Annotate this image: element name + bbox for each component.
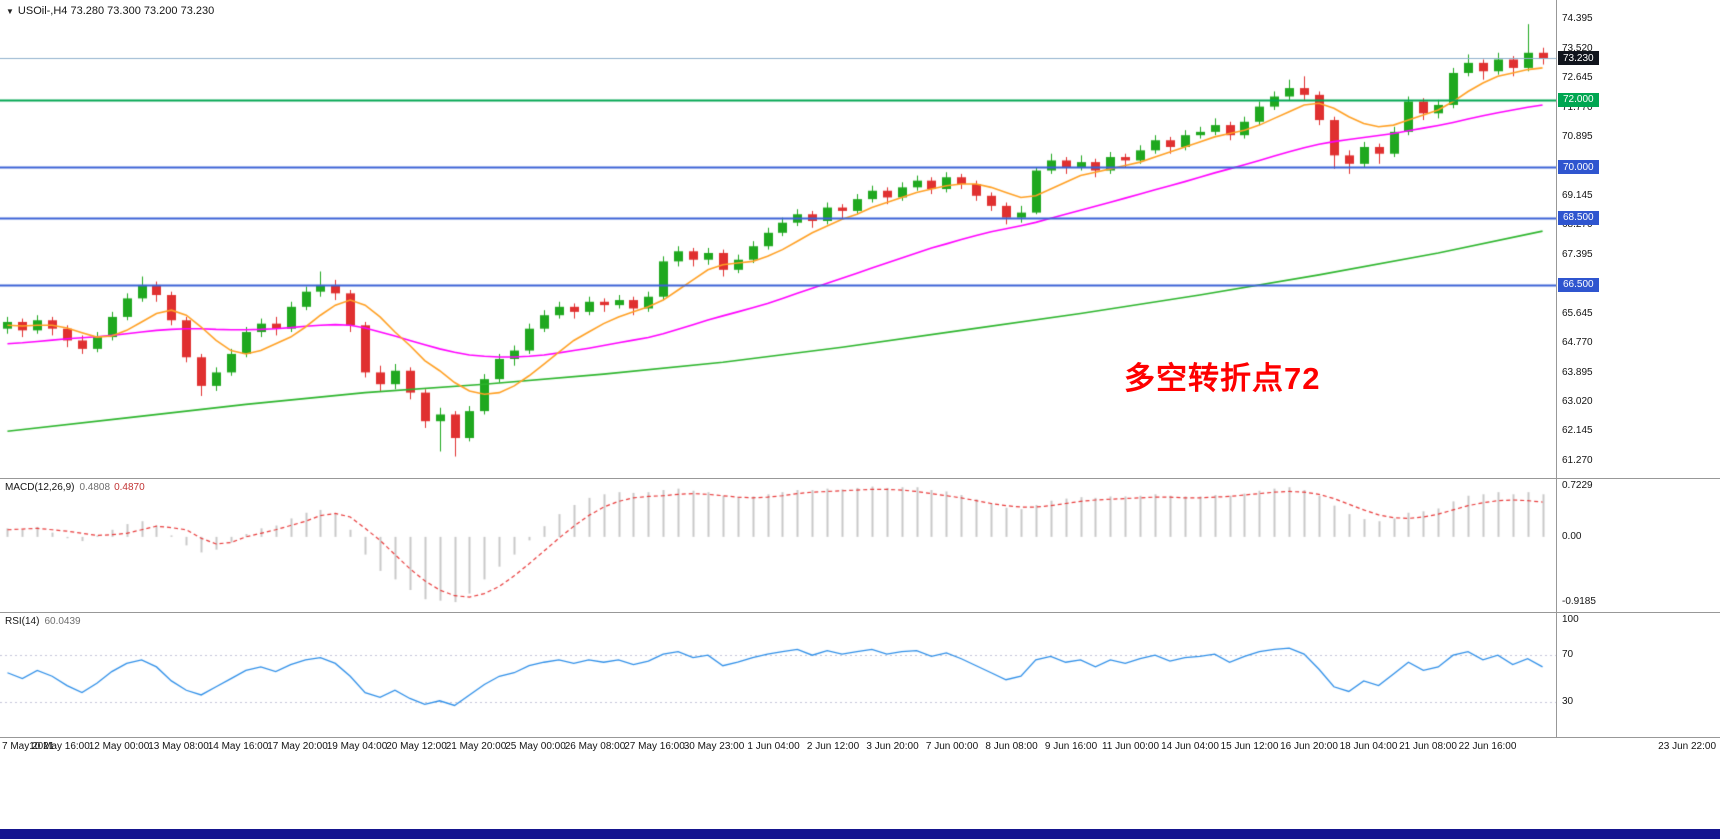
price-axis-label: 63.895 bbox=[1562, 366, 1593, 378]
rsi-value: 60.0439 bbox=[44, 616, 81, 627]
time-axis-label: 2 Jun 12:00 bbox=[806, 741, 860, 752]
price-axis-label: 63.020 bbox=[1562, 396, 1593, 408]
panel-separator bbox=[0, 737, 1720, 738]
time-axis-label: 27 May 16:00 bbox=[624, 741, 685, 752]
time-axis-label: 7 Jun 00:00 bbox=[925, 741, 979, 752]
time-axis-label: 14 Jun 04:00 bbox=[1161, 741, 1219, 752]
time-axis-label: 1 Jun 04:00 bbox=[747, 741, 800, 752]
time-axis-label: 11 Jun 00:00 bbox=[1101, 741, 1160, 752]
price-tag: 72.000 bbox=[1558, 92, 1599, 107]
time-axis-label: 17 May 20:00 bbox=[267, 741, 328, 752]
time-axis-label: 12 May 00:00 bbox=[88, 741, 150, 752]
price-axis-label: 72.645 bbox=[1562, 72, 1593, 84]
price-axis-label: 73.520 bbox=[1562, 42, 1593, 54]
time-axis-label: 8 Jun 08:00 bbox=[985, 741, 1038, 752]
macd-axis-label: 0.00 bbox=[1562, 530, 1582, 542]
price-axis-label: 62.145 bbox=[1562, 425, 1593, 437]
chart-marker-icon: ▼ bbox=[6, 7, 14, 16]
rsi-label: RSI(14) 60.0439 bbox=[5, 616, 81, 627]
rsi-axis-label: 70 bbox=[1562, 649, 1574, 661]
price-axis-label: 67.395 bbox=[1562, 248, 1593, 260]
time-axis-label: 21 May 20:00 bbox=[445, 741, 507, 752]
time-axis-label: 14 May 16:00 bbox=[207, 741, 269, 752]
time-axis-label: 20 May 12:00 bbox=[386, 741, 447, 752]
price-tag: 70.000 bbox=[1558, 160, 1599, 175]
time-axis-label: 23 Jun 22:00 bbox=[1658, 741, 1716, 752]
time-axis-label: 9 Jun 16:00 bbox=[1044, 741, 1098, 752]
price-tag: 68.500 bbox=[1558, 210, 1599, 225]
time-axis-label: 10 May 16:00 bbox=[29, 741, 90, 752]
price-axis-label: 65.645 bbox=[1562, 307, 1593, 319]
price-axis[interactable]: 74.39573.52072.64571.77070.89570.02069.1… bbox=[1557, 0, 1720, 737]
price-axis-label: 74.395 bbox=[1562, 13, 1593, 25]
time-axis-label: 22 Jun 16:00 bbox=[1458, 741, 1517, 752]
time-axis-label: 13 May 08:00 bbox=[148, 741, 209, 752]
time-axis-label: 26 May 08:00 bbox=[564, 741, 626, 752]
time-axis-label: 7 May 2021 bbox=[2, 741, 55, 752]
rsi-axis-label: 30 bbox=[1562, 695, 1574, 707]
panel-separator bbox=[0, 478, 1720, 479]
price-axis-label: 64.770 bbox=[1562, 337, 1593, 349]
axis-separator bbox=[1556, 0, 1557, 737]
annotation-text[interactable]: 多空转折点72 bbox=[1124, 361, 1321, 396]
time-axis-label: 19 May 04:00 bbox=[326, 741, 388, 752]
time-axis-label: 30 May 23:00 bbox=[683, 741, 745, 752]
bottom-bar bbox=[0, 829, 1720, 839]
time-axis-label: 21 Jun 08:00 bbox=[1399, 741, 1457, 752]
rsi-indicator-chart[interactable] bbox=[0, 612, 1556, 737]
price-axis-label: 71.770 bbox=[1562, 101, 1593, 113]
price-axis-label: 70.895 bbox=[1562, 131, 1593, 143]
time-axis-label: 25 May 00:00 bbox=[505, 741, 566, 752]
time-axis-label: 16 Jun 20:00 bbox=[1280, 741, 1338, 752]
macd-signal-value: 0.4870 bbox=[114, 482, 145, 493]
time-axis[interactable]: 7 May 2021 10 May 16:00 12 May 00:00 13 May… bbox=[0, 739, 1720, 755]
price-tag: 73.230 bbox=[1558, 51, 1599, 66]
main-price-chart[interactable] bbox=[0, 0, 1556, 478]
time-axis-label: 18 Jun 04:00 bbox=[1339, 741, 1398, 752]
macd-axis-label: -0.9185 bbox=[1562, 595, 1596, 607]
price-tag: 66.500 bbox=[1558, 277, 1599, 292]
panel-separator bbox=[0, 612, 1720, 613]
chart-title: ▼ USOil-,H4 73.280 73.300 73.200 73.230 bbox=[6, 5, 214, 17]
time-axis-label: 3 Jun 20:00 bbox=[866, 741, 919, 752]
time-axis-label: 15 Jun 12:00 bbox=[1220, 741, 1279, 752]
price-axis-label: 68.270 bbox=[1562, 219, 1593, 231]
macd-main-value: 0.4808 bbox=[79, 482, 111, 493]
rsi-axis-label: 100 bbox=[1562, 614, 1579, 626]
macd-name: MACD(12,26,9) bbox=[5, 482, 75, 493]
price-axis-label: 61.270 bbox=[1562, 454, 1593, 466]
macd-indicator-chart[interactable] bbox=[0, 478, 1556, 612]
symbol-ohlc-label: USOil-,H4 73.280 73.300 73.200 73.230 bbox=[17, 5, 215, 17]
price-axis-label: 69.145 bbox=[1562, 189, 1593, 201]
macd-label: MACD(12,26,9) 0.4808 0.4870 bbox=[5, 482, 145, 493]
rsi-name: RSI(14) bbox=[5, 616, 40, 627]
macd-axis-label: 0.7229 bbox=[1562, 479, 1593, 491]
